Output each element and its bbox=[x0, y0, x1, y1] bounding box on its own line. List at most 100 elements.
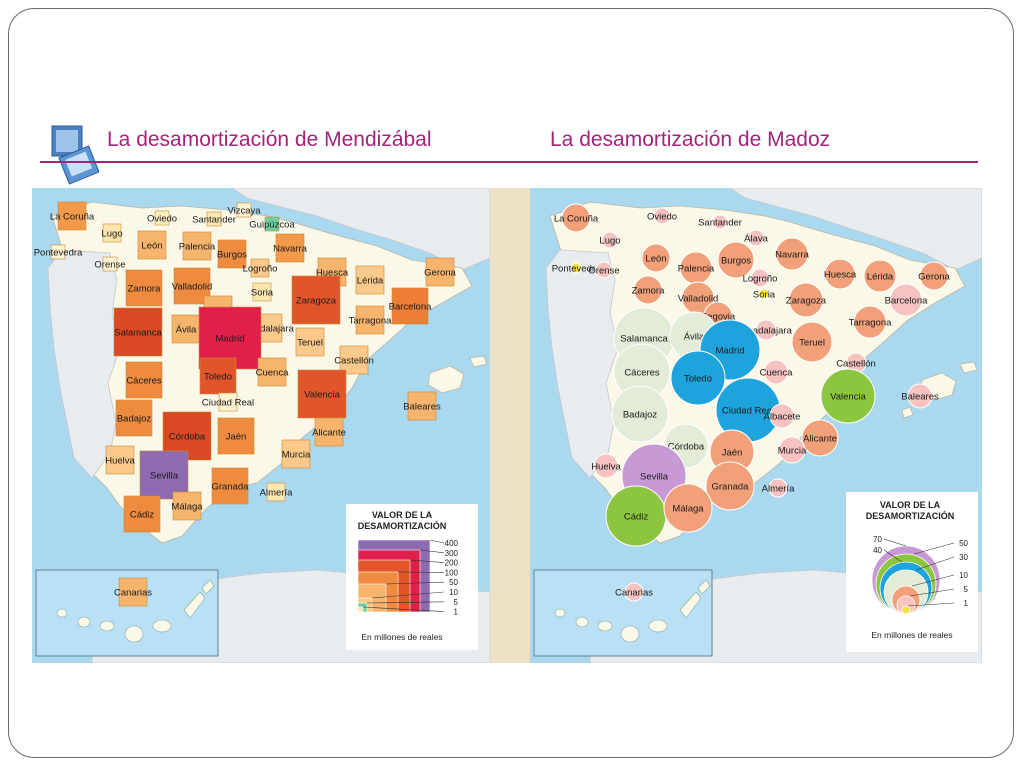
label-avila: Ávila bbox=[176, 325, 197, 336]
right-legend-level-1: 50 bbox=[959, 539, 968, 548]
square-canarias bbox=[118, 577, 148, 607]
label-burgos: Burgos bbox=[217, 250, 247, 261]
label-orense-right: Orense bbox=[588, 266, 619, 277]
label-valladolid-right: Valladolid bbox=[678, 294, 719, 305]
label-sevilla-right: Sevilla bbox=[640, 472, 669, 483]
label-caceres-right: Cáceres bbox=[624, 368, 660, 379]
square-burgos bbox=[217, 239, 247, 269]
label-jaen: Jaén bbox=[226, 432, 247, 443]
square-gerona bbox=[425, 257, 455, 287]
left-legend-level-0: 400 bbox=[445, 539, 459, 548]
panel-divider bbox=[490, 188, 530, 663]
label-zaragoza-right: Zaragoza bbox=[786, 296, 827, 307]
label-baleares-right: Baleares bbox=[901, 392, 939, 403]
square-avila bbox=[171, 314, 201, 344]
square-jaen bbox=[217, 417, 255, 455]
label-ciudad-real-right: Ciudad Real bbox=[722, 406, 774, 417]
square-lugo bbox=[102, 223, 122, 243]
square-vizcaya bbox=[236, 202, 252, 218]
label-orense: Orense bbox=[94, 260, 125, 271]
label-almeria: Almería bbox=[260, 488, 293, 499]
right-france-land bbox=[729, 188, 982, 271]
circle-badajoz bbox=[611, 385, 669, 443]
left-legend-caption: En millones de reales bbox=[361, 632, 442, 642]
label-cordoba: Córdoba bbox=[169, 432, 206, 443]
square-leon bbox=[137, 230, 167, 260]
label-badajoz: Badajoz bbox=[117, 414, 152, 425]
square-pontevedra bbox=[50, 244, 66, 260]
square-sevilla bbox=[139, 450, 189, 500]
right-legend-level-4: 10 bbox=[959, 571, 968, 580]
circle-granada bbox=[705, 461, 755, 511]
label-valencia-right: Valencia bbox=[830, 392, 866, 403]
label-teruel-right: Teruel bbox=[799, 338, 825, 349]
label-alicante: Alicante bbox=[312, 428, 346, 439]
circle-burgos bbox=[717, 241, 755, 279]
circle-albacete bbox=[769, 403, 795, 429]
label-tarragona: Tarragona bbox=[349, 316, 392, 327]
label-leon-right: León bbox=[645, 254, 666, 265]
mendizabal-squares: La Coruña Lugo Pontevedra Orense Oviedo Santa… bbox=[34, 201, 457, 607]
square-almeria bbox=[266, 482, 286, 502]
left-legend-leader-6 bbox=[366, 601, 445, 604]
square-ciudad-real bbox=[218, 392, 238, 412]
square-santander bbox=[206, 211, 222, 227]
label-granada-right: Granada bbox=[712, 482, 750, 493]
label-cuenca: Cuenca bbox=[256, 368, 289, 379]
square-palencia bbox=[182, 231, 212, 261]
left-legend-level-2: 200 bbox=[445, 559, 459, 568]
square-salamanca bbox=[113, 307, 163, 357]
label-palencia-right: Palencia bbox=[678, 264, 715, 275]
label-lerida-right: Lérida bbox=[867, 272, 894, 283]
label-alava-right: Álava bbox=[744, 234, 768, 245]
label-gerona-right: Gerona bbox=[918, 272, 950, 283]
label-toledo: Toledo bbox=[204, 372, 232, 383]
right-legend-leader-5 bbox=[909, 588, 955, 597]
label-salamanca: Salamanca bbox=[114, 328, 162, 339]
square-orense bbox=[102, 256, 118, 272]
label-cadiz-right: Cádiz bbox=[624, 512, 649, 523]
circle-barcelona bbox=[889, 283, 923, 317]
circle-oviedo bbox=[653, 207, 671, 225]
square-murcia bbox=[281, 439, 311, 469]
label-granada: Granada bbox=[212, 482, 250, 493]
square-baleares bbox=[407, 391, 437, 421]
label-huesca: Huesca bbox=[316, 268, 349, 279]
right-legend-level-3: 30 bbox=[959, 553, 968, 562]
label-logrono-right: Logroño bbox=[743, 274, 778, 285]
right-legend-title-1: VALOR DE LA bbox=[880, 500, 941, 510]
left-legend-square-7 bbox=[357, 606, 364, 613]
left-legend-title-2: DESAMORTIZACIÓN bbox=[358, 520, 447, 531]
label-salamanca-right: Salamanca bbox=[620, 334, 668, 345]
label-la-coruna: La Coruña bbox=[50, 212, 95, 223]
label-valencia: Valencia bbox=[304, 390, 340, 401]
mallorca-shape bbox=[427, 365, 465, 394]
left-legend-leader-2 bbox=[409, 559, 445, 563]
label-malaga-right: Málaga bbox=[672, 504, 704, 515]
label-vizcaya: Vizcaya bbox=[227, 206, 261, 217]
circle-huesca bbox=[824, 258, 856, 290]
right-legend-caption: En millones de reales bbox=[871, 630, 952, 640]
right-legend-circle-6 bbox=[901, 605, 911, 615]
left-legend-leader-5 bbox=[371, 591, 445, 599]
label-oviedo-right: Oviedo bbox=[647, 212, 677, 223]
label-zamora-right: Zamora bbox=[632, 286, 665, 297]
right-legend-leader-6 bbox=[907, 602, 955, 607]
label-baleares: Baleares bbox=[403, 402, 441, 413]
circle-lerida bbox=[863, 259, 897, 293]
circle-navarra bbox=[775, 237, 809, 271]
circle-alicante bbox=[801, 419, 839, 457]
label-cuenca-right: Cuenca bbox=[760, 368, 793, 379]
label-sevilla: Sevilla bbox=[150, 471, 179, 482]
label-lerida: Lérida bbox=[357, 276, 384, 287]
label-zamora: Zamora bbox=[128, 284, 161, 295]
label-huesca-right: Huesca bbox=[824, 270, 857, 281]
ibiza-shape-right bbox=[901, 406, 914, 419]
label-cordoba-right: Córdoba bbox=[668, 442, 705, 453]
label-albacete-right: Albacete bbox=[764, 412, 801, 423]
label-guadalajara-right: Guadalajara bbox=[740, 326, 792, 337]
label-ciudad-real: Ciudad Real bbox=[202, 398, 254, 409]
left-legend-level-7: 1 bbox=[454, 608, 459, 617]
square-badajoz bbox=[115, 399, 153, 437]
